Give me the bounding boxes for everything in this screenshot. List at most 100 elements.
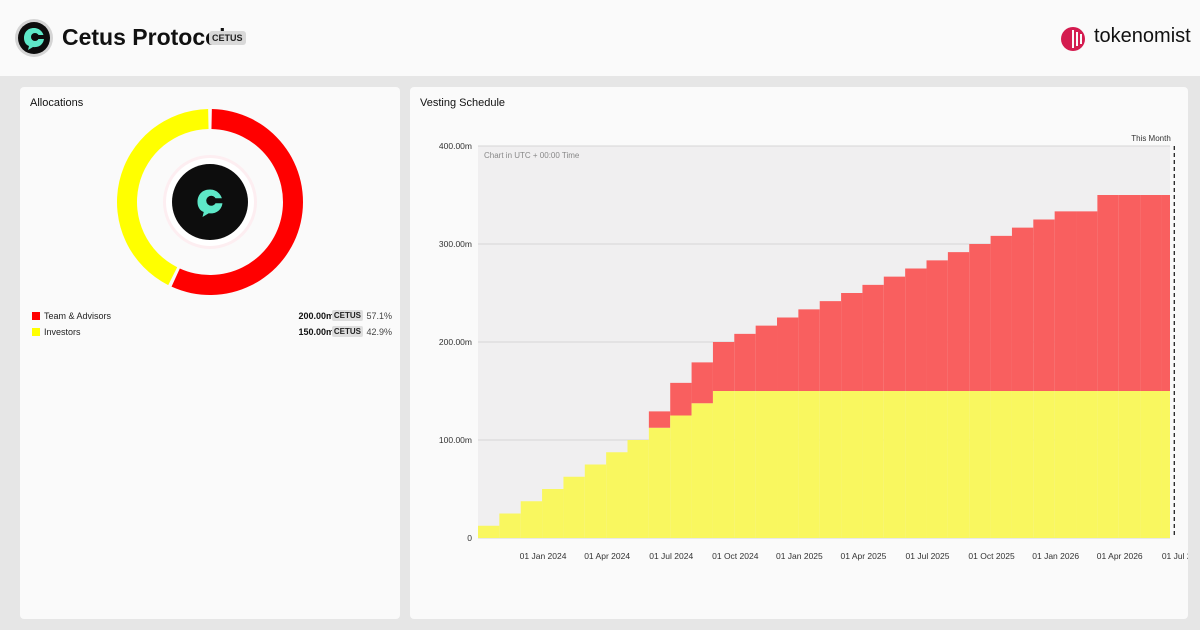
legend-swatch [32,312,40,320]
bar-investors [798,391,820,538]
x-tick-label: 01 Apr 2026 [1097,551,1143,561]
cetus-logo-icon [15,19,53,57]
donut-slice-0 [171,109,303,295]
y-tick-label: 400.00m [439,141,472,151]
this-month-label: This Month [1131,134,1171,143]
bar-team-advisors [670,382,692,416]
legend-percent: 42.9% [366,327,392,337]
donut-slice-1 [116,109,209,286]
y-tick-label: 0 [467,533,472,543]
page-title: Cetus Protocol [62,24,226,50]
chart-note: Chart in UTC + 00:00 Time [484,151,580,160]
bar-investors [926,391,948,538]
bar-investors [670,415,692,538]
bar-investors [1097,391,1119,538]
bar-investors [819,391,842,538]
x-tick-label: 01 Apr 2025 [841,551,887,561]
bar-investors [584,464,607,538]
legend-amount: 200.00m [298,311,334,321]
allocations-title: Allocations [30,97,84,109]
bar-investors [777,391,799,538]
legend-label: Team & Advisors [44,311,112,321]
x-tick-label: 01 Jul 2026 [1162,551,1188,561]
bar-investors [734,391,756,538]
ticker-badge: CETUS [209,31,246,45]
bar-team-advisors [734,333,756,391]
legend-swatch [32,328,40,336]
bar-investors [691,403,713,538]
bar-team-advisors [990,235,1012,391]
vesting-panel: Vesting Schedule Chart in UTC + 00:00 Ti… [410,87,1188,619]
bar-team-advisors [1161,195,1170,391]
legend-item-investors: Investors 150.00m CETUS 42.9% [30,325,392,339]
bar-team-advisors [862,284,884,391]
vesting-title: Vesting Schedule [420,97,506,109]
legend-item-team: Team & Advisors 200.00m CETUS 57.1% [30,309,392,323]
allocations-panel: Allocations Team & Advisors 200.00m CETU… [20,87,400,619]
allocations-donut-chart [116,109,303,295]
bar-investors [499,513,521,538]
x-tick-label: 01 Jan 2024 [520,551,567,561]
bar-investors [990,391,1012,538]
bar-investors [1140,391,1162,538]
bar-investors [627,440,649,538]
bar-team-advisors [777,317,799,391]
bar-team-advisors [969,244,991,391]
y-tick-label: 100.00m [439,435,472,445]
y-tick-label: 300.00m [439,239,472,249]
bar-team-advisors [1033,219,1055,391]
bar-team-advisors [1054,211,1077,391]
bar-team-advisors [841,293,863,391]
x-tick-label: 01 Oct 2024 [712,551,759,561]
bar-team-advisors [648,411,671,428]
brand-name: tokenomist [1094,25,1191,47]
bar-investors [883,391,906,538]
x-tick-label: 01 Jan 2025 [776,551,823,561]
x-tick-label: 01 Apr 2024 [584,551,630,561]
bar-investors [1161,391,1170,538]
legend-unit-badge: CETUS [331,310,363,321]
x-tick-label: 01 Jul 2024 [649,551,693,561]
bar-team-advisors [798,309,820,391]
bar-investors [905,391,927,538]
bar-investors [1033,391,1055,538]
bar-investors [520,501,543,538]
bar-team-advisors [1076,211,1098,391]
bar-team-advisors [712,342,735,391]
bar-investors [1054,391,1077,538]
bar-team-advisors [926,260,948,391]
bar-investors [1011,391,1034,538]
bar-investors [862,391,884,538]
vesting-chart: Chart in UTC + 00:00 Time This Month 0 10… [439,134,1188,561]
bar-team-advisors [905,268,927,391]
y-tick-label: 200.00m [439,337,472,347]
header: Cetus Protocol CETUS tokenomist [0,0,1200,76]
cetus-mark-icon [197,189,224,217]
legend-amount: 150.00m [298,327,334,337]
legend-percent: 57.1% [366,311,392,321]
bar-investors [712,391,735,538]
legend-label: Investors [44,327,81,337]
bar-investors [1118,391,1141,538]
bar-team-advisors [883,276,906,391]
x-tick-label: 01 Jan 2026 [1032,551,1079,561]
bar-investors [947,391,970,538]
bar-investors [606,452,628,538]
tokenomist-logo-icon [1060,26,1086,52]
bar-investors [841,391,863,538]
bar-team-advisors [1011,227,1034,391]
bar-investors [969,391,991,538]
x-tick-label: 01 Jul 2025 [906,551,950,561]
bar-investors [542,489,564,538]
legend-unit-badge: CETUS [331,326,363,337]
bar-investors [1076,391,1098,538]
x-tick-label: 01 Oct 2025 [968,551,1015,561]
bar-team-advisors [755,325,778,391]
bar-team-advisors [1140,195,1162,391]
bar-team-advisors [947,252,970,391]
bar-team-advisors [1097,195,1119,391]
bar-team-advisors [1118,195,1141,391]
bar-investors [755,391,778,538]
bar-investors [648,427,671,538]
bar-team-advisors [819,301,842,391]
